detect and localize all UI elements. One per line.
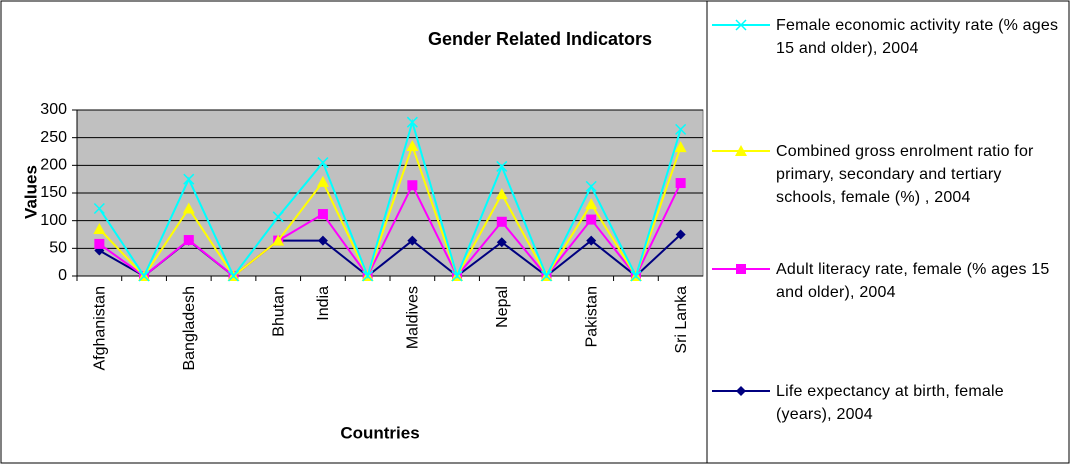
legend-label: Life expectancy at birth, female (years)… xyxy=(776,383,1004,423)
data-point xyxy=(227,270,240,282)
data-point xyxy=(316,175,329,187)
data-point xyxy=(586,214,597,225)
x-tick-label: Afghanistan xyxy=(92,286,109,371)
x-tick-label: Bangladesh xyxy=(181,286,198,371)
legend-label: Adult literacy rate, female (% ages 15 a… xyxy=(776,261,1050,301)
data-point xyxy=(406,116,418,128)
x-tick-label: Pakistan xyxy=(583,286,600,347)
data-point xyxy=(93,202,105,215)
data-point xyxy=(317,235,328,246)
data-point xyxy=(630,270,642,282)
data-point xyxy=(407,180,418,191)
y-axis-label: Values xyxy=(21,165,40,219)
data-point xyxy=(362,270,374,282)
data-point xyxy=(496,160,508,172)
legend-label: Female economic activity rate (% ages 15… xyxy=(776,17,1059,57)
data-point xyxy=(93,222,106,234)
data-point xyxy=(496,216,507,227)
data-point xyxy=(495,188,508,200)
series-line xyxy=(98,182,682,278)
legend-label: Combined gross enrolment ratio for prima… xyxy=(776,143,1034,206)
y-tick-label: 200 xyxy=(40,157,67,174)
legend-marker xyxy=(735,145,747,156)
x-tick-label: India xyxy=(315,286,332,321)
legend-marker xyxy=(736,264,746,274)
data-point xyxy=(317,157,329,169)
data-point xyxy=(451,270,463,282)
y-tick-label: 50 xyxy=(49,240,67,257)
data-point xyxy=(585,180,597,192)
data-point xyxy=(586,235,597,246)
data-point xyxy=(183,235,194,246)
data-point xyxy=(496,237,507,248)
y-tick-label: 250 xyxy=(40,129,67,146)
y-tick-label: 100 xyxy=(40,212,67,229)
y-tick-label: 150 xyxy=(40,184,67,201)
legend-box xyxy=(706,0,1070,464)
data-point xyxy=(675,123,687,135)
x-tick-label: Nepal xyxy=(494,286,511,328)
data-point xyxy=(406,139,419,151)
data-point xyxy=(272,234,285,246)
x-tick-label: Bhutan xyxy=(270,286,287,337)
data-point xyxy=(585,198,598,210)
data-point xyxy=(183,173,195,185)
chart-title: Gender Related Indicators xyxy=(428,29,652,49)
series-line xyxy=(98,142,682,279)
data-point xyxy=(675,178,686,189)
x-tick-label: Maldives xyxy=(405,286,422,349)
x-axis-label: Countries xyxy=(340,423,419,442)
data-point xyxy=(138,270,150,282)
data-point xyxy=(407,235,418,246)
data-point xyxy=(94,238,105,249)
x-tick-label: Sri Lanka xyxy=(673,286,690,354)
data-point xyxy=(540,270,553,282)
data-point xyxy=(272,211,284,223)
data-point xyxy=(674,141,687,153)
series-line xyxy=(98,118,682,280)
data-point xyxy=(675,229,686,240)
legend-marker xyxy=(735,19,747,31)
y-tick-label: 300 xyxy=(40,101,67,118)
data-point xyxy=(317,209,328,220)
data-point xyxy=(182,202,195,214)
legend-marker xyxy=(736,386,746,396)
y-tick-label: 0 xyxy=(58,267,67,284)
